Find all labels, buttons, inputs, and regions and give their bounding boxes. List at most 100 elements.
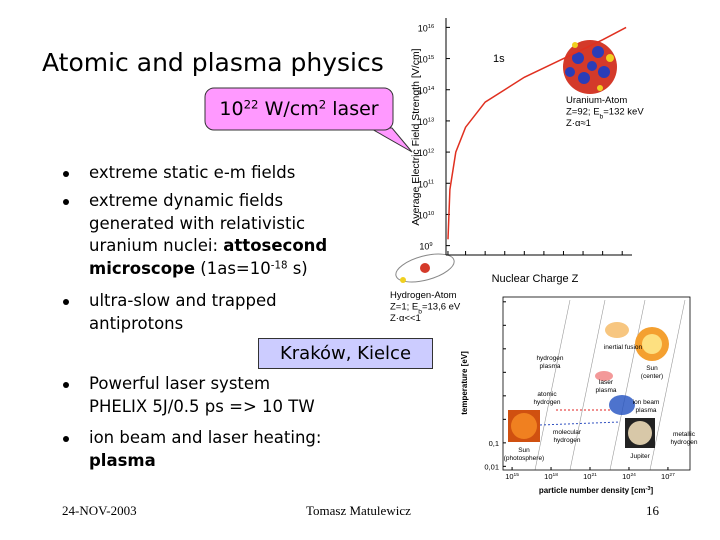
text-run: s) [287,258,308,278]
text-run: antiprotons [89,313,184,333]
text-run: Hydrogen-Atom [390,290,457,301]
region-label: (center) [641,373,663,380]
bullet-dot [63,436,69,442]
bullet-line: ultra-slow and trapped [89,290,277,313]
text-run: 2 [318,97,327,112]
tick-label: 1018 [544,472,558,481]
region-label: molecular [553,429,582,436]
region-label: plasma [636,407,657,414]
tick-label: 1013 [418,117,435,127]
text-run: Uranium-Atom [566,95,627,106]
curve-label: 1s [493,53,505,65]
atom-label: Hydrogen-Atom [390,290,457,301]
text-run: (1as=10 [195,258,271,278]
text-run: =13,6 eV [422,302,461,313]
tick-exponent: 16 [428,24,435,30]
plasma-map-decorations [508,299,686,471]
text-run: attosecond [223,236,328,255]
slide-title: Atomic and plasma physics [42,48,384,77]
region-label: ion beam [633,399,660,406]
tick-label: 1024 [622,472,636,481]
callout-box [204,87,394,131]
text-run: ] [651,486,654,495]
footer-author: Tomasz Matulewicz [306,503,411,518]
tick-label: 1010 [418,210,435,220]
bullet-line: extreme static e-m fields [89,162,295,185]
region-label: hydrogen [553,437,580,444]
text-run: PHELIX 5J/0.5 ps => 10 TW [89,396,315,416]
tick-label: 1012 [418,148,435,158]
tick-exponent: 9 [429,242,432,248]
text-run: particle number density [cm [539,486,646,495]
bullet-line: plasma [89,450,156,473]
tick-base: 10 [418,148,428,158]
tick-exponent: 15 [428,55,435,61]
region-label: hydrogen [670,439,697,446]
atom-label: Z=92; Eb=132 keV [566,107,644,121]
tick-base: 10 [419,242,429,252]
tick-base: 10 [505,472,513,481]
tick-exponent: 27 [669,472,675,478]
text-run: laser [326,98,379,120]
text-run: generated with relativistic [89,213,306,233]
text-run: ion beam and laser heating: [89,428,322,447]
bullet-dot [63,299,69,305]
field-curve [447,26,627,240]
callout-tail [368,127,413,153]
region-label: Sun [646,365,658,372]
tick-base: 10 [622,472,630,481]
text-run: Z·α<<1 [390,313,421,324]
uranium-nucleus [563,40,617,94]
text-run: -18 [270,259,288,271]
tick-base: 10 [418,117,428,127]
region-label: inertial fusion [604,344,643,351]
tick-exponent: 12 [428,148,435,154]
text-run: Powerful laser system [89,374,271,393]
tick-label: 1011 [418,179,434,189]
region-label: (photosphere) [504,455,544,462]
tick-base: 10 [418,210,428,220]
tick-base: 10 [418,179,428,189]
atom-label: Z·α≈1 [566,118,591,129]
region-label: metallic [673,431,696,438]
text-run: -3 [646,486,651,492]
atom-label: Z·α<<1 [390,313,421,324]
tick-base: 10 [418,86,428,96]
x-axis-title: particle number density [cm-3] [539,486,654,495]
text-run: W/cm [258,98,319,120]
bullet-line: antiprotons [89,313,183,336]
tick-exponent: 13 [428,117,435,123]
tick-exponent: 21 [591,472,597,478]
callout: 1022 W/cm2 laser [205,88,393,130]
region-label: plasma [596,387,617,394]
tick-label: 109 [419,242,432,252]
y-axis-title: Average Electric Field Strength [V/cm] [410,48,422,225]
y-axis-title: temperature [eV] [460,351,469,415]
tick-label: 1015 [418,55,435,65]
tick-base: 10 [583,472,591,481]
tick-exponent: 24 [630,472,636,478]
tick-label: 0,1 [489,439,499,448]
region-label: Sun [518,447,530,454]
bullet-line: Powerful laser system [89,373,270,396]
tick-base: 0,1 [489,439,499,448]
tick-label: 1015 [505,472,519,481]
region-label: atomic [537,391,557,398]
tick-exponent: 11 [428,180,434,186]
text-run: plasma [89,450,156,470]
tick-label: 0,01 [484,462,499,471]
text-run: Z·α≈1 [566,118,591,129]
tick-base: 10 [418,55,428,65]
footer-page: 16 [646,503,659,518]
text-run: =132 keV [603,107,644,118]
tick-exponent: 15 [514,472,520,478]
tick-base: 0,01 [484,462,499,471]
text-run: uranium nuclei: [89,236,224,255]
region-label: hydrogen [536,355,563,362]
text-run: b [418,308,422,315]
plot-frame [502,296,691,471]
location-box: Kraków, Kielce [258,338,433,369]
x-axis-title: Nuclear Charge Z [492,273,579,285]
region-label: laser [599,379,614,386]
text-run: Z=1; E [390,302,418,313]
